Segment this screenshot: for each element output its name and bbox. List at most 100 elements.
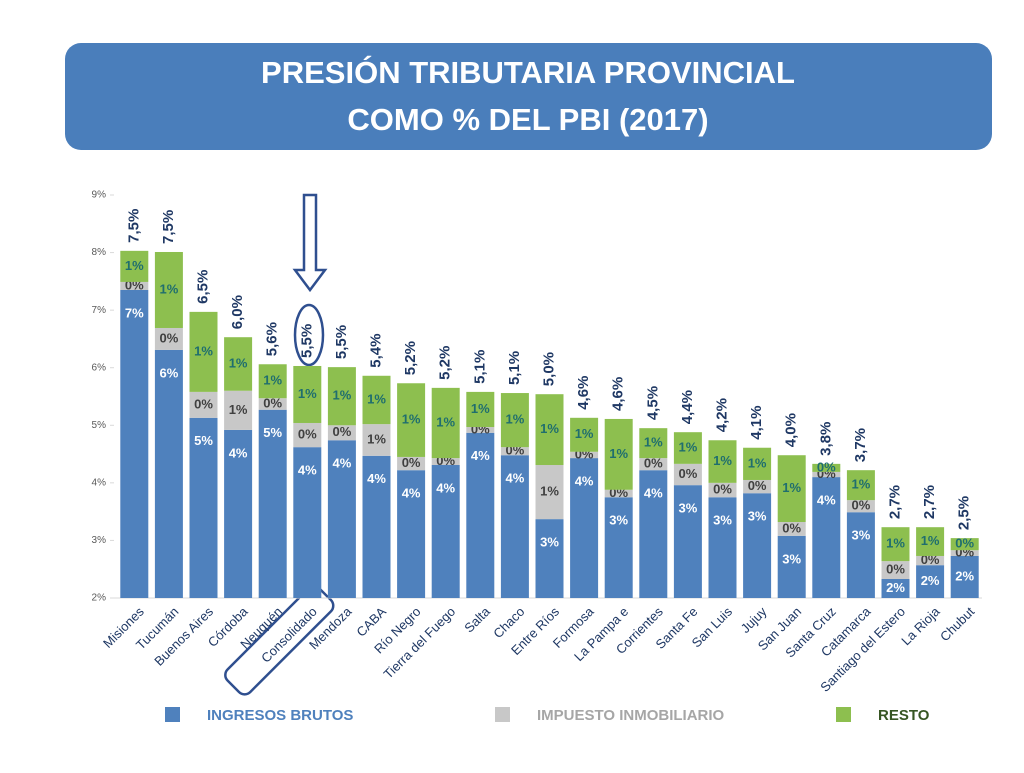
- data-label: 0%: [160, 330, 179, 345]
- data-label: 1%: [886, 536, 905, 551]
- bar-segment: [327, 425, 356, 441]
- data-label: 1%: [540, 421, 559, 436]
- data-label: 4%: [644, 486, 663, 501]
- total-label: 5,2%: [437, 346, 454, 380]
- data-label: 0%: [402, 455, 421, 470]
- total-label: 5,4%: [367, 334, 384, 368]
- data-label: 2%: [955, 568, 974, 583]
- data-label: 4%: [298, 463, 317, 478]
- bar-segment: [673, 463, 702, 486]
- bar-segment: [327, 367, 356, 426]
- total-label: 4,6%: [575, 376, 592, 410]
- data-label: 7%: [125, 305, 144, 320]
- bar-segment: [950, 555, 979, 598]
- data-label: 1%: [367, 391, 386, 406]
- total-label: 5,6%: [264, 322, 281, 356]
- chart-subtitle: COMO % DEL PBI (2017): [347, 102, 708, 137]
- bar-segment: [293, 365, 322, 423]
- bar-segment: [708, 482, 737, 498]
- data-label: 4%: [471, 448, 490, 463]
- bar-segment: [639, 428, 668, 459]
- data-label: 3%: [679, 501, 698, 516]
- data-label: 4%: [367, 471, 386, 486]
- bar-segment: [570, 451, 599, 459]
- bar-segment: [120, 281, 149, 290]
- data-label: 1%: [229, 355, 248, 370]
- data-label: 1%: [921, 533, 940, 548]
- bar-segment: [189, 417, 218, 598]
- data-label: 1%: [782, 480, 801, 495]
- bar-segment: [293, 447, 322, 598]
- data-label: 3%: [782, 551, 801, 566]
- data-label: 6%: [160, 365, 179, 380]
- bar-segment: [224, 429, 253, 598]
- data-label: 0%: [748, 478, 767, 493]
- data-label: 1%: [575, 426, 594, 441]
- bar-segment: [639, 458, 668, 471]
- total-label: 2,5%: [956, 496, 973, 530]
- bar-segment: [708, 497, 737, 598]
- total-label: 2,7%: [921, 485, 938, 519]
- bar-segment: [777, 455, 806, 523]
- y-tick-label: 6%: [92, 362, 107, 373]
- bar-segment: [950, 538, 979, 551]
- bar-segment: [293, 422, 322, 448]
- data-label: 4%: [402, 486, 421, 501]
- bar-segment: [777, 522, 806, 536]
- bar-segment: [570, 417, 599, 452]
- data-label: 0%: [886, 562, 905, 577]
- data-label: 0%: [852, 498, 871, 513]
- bar-segment: [881, 579, 910, 598]
- data-label: 1%: [298, 386, 317, 401]
- data-label: 4%: [333, 456, 352, 471]
- y-tick-label: 9%: [92, 190, 107, 201]
- data-label: 1%: [402, 412, 421, 427]
- y-tick-label: 2%: [92, 593, 107, 604]
- bar-segment: [777, 535, 806, 598]
- bar-segment: [189, 311, 218, 392]
- chart-title: PRESIÓN TRIBUTARIA PROVINCIAL: [261, 54, 795, 90]
- data-label: 0%: [782, 520, 801, 535]
- total-label: 3,8%: [817, 422, 834, 456]
- data-label: 1%: [229, 402, 248, 417]
- bar-segment: [466, 432, 495, 598]
- total-label: 3,7%: [852, 428, 869, 462]
- total-label: 5,1%: [471, 350, 488, 384]
- bar-segment: [881, 561, 910, 580]
- bar-segment: [397, 456, 426, 471]
- data-label: 4%: [817, 493, 836, 508]
- bar-segment: [120, 250, 149, 282]
- total-label: 4,4%: [679, 390, 696, 424]
- data-label: 1%: [748, 455, 767, 470]
- total-label: 5,5%: [298, 324, 315, 358]
- data-label: 1%: [540, 484, 559, 499]
- total-label: 4,5%: [644, 386, 661, 420]
- data-label: 3%: [540, 535, 559, 550]
- bar-segment: [500, 447, 529, 456]
- total-label: 6,5%: [194, 270, 211, 304]
- legend-label: INGRESOS BRUTOS: [207, 707, 353, 724]
- bar-segment: [535, 465, 564, 520]
- data-label: 1%: [160, 281, 179, 296]
- x-tick-label: Chubut: [937, 604, 978, 645]
- bar-segment: [812, 477, 841, 598]
- total-label: 5,0%: [540, 352, 557, 386]
- bar-segment: [362, 375, 391, 425]
- data-label: 5%: [194, 433, 213, 448]
- legend-swatch: [495, 707, 510, 722]
- bar-segment: [189, 391, 218, 418]
- data-label: 4%: [506, 471, 525, 486]
- y-tick-label: 7%: [92, 305, 107, 316]
- bar-segment: [916, 565, 945, 598]
- total-label: 4,6%: [610, 377, 627, 411]
- bar-segment: [397, 470, 426, 598]
- data-label: 1%: [367, 431, 386, 446]
- bar-segment: [950, 550, 979, 556]
- bar-segment: [916, 555, 945, 566]
- data-label: 0%: [679, 466, 698, 481]
- y-tick-label: 8%: [92, 247, 107, 258]
- bar-segment: [327, 440, 356, 598]
- data-label: 0%: [194, 396, 213, 411]
- data-label: 1%: [852, 477, 871, 492]
